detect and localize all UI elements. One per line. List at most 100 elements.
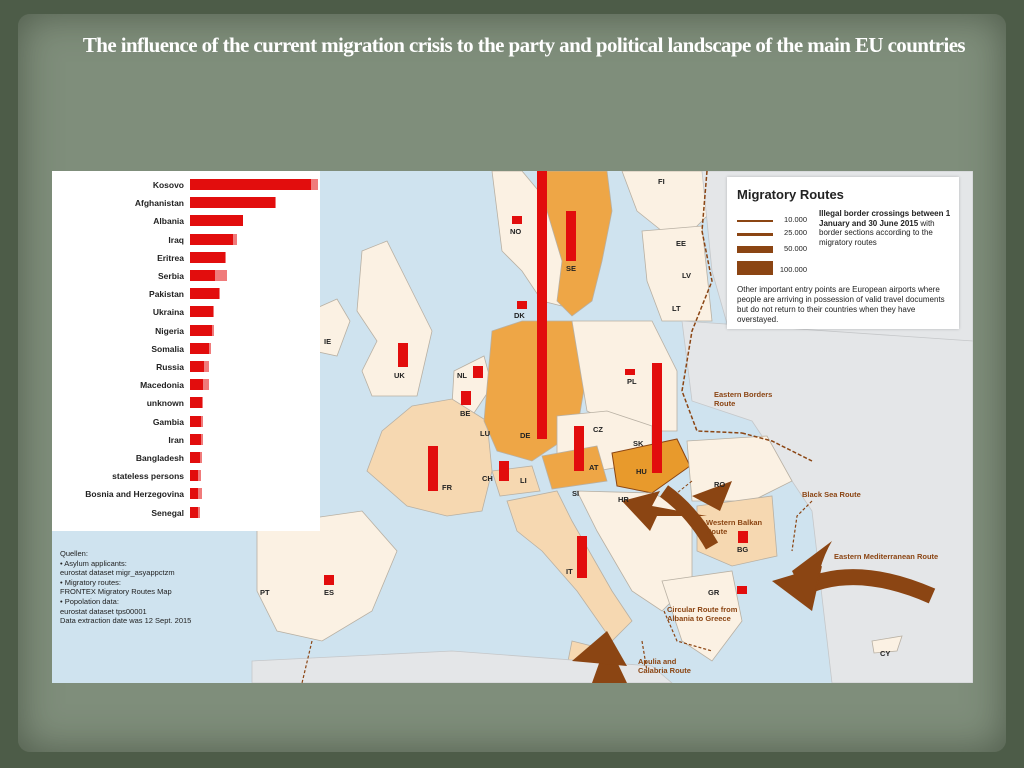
- bar-extra: [233, 233, 238, 245]
- bar: [190, 179, 311, 190]
- bar: [190, 488, 199, 500]
- country-label: BG: [737, 545, 749, 554]
- country-label: CY: [880, 649, 891, 658]
- bar: [190, 251, 226, 263]
- country-label: HR: [618, 495, 629, 504]
- country-label: EE: [676, 239, 687, 248]
- country-label: NO: [510, 227, 522, 236]
- bar-category-label: unknown: [146, 398, 184, 409]
- bar-category-label: Bosnia and Herzegovina: [85, 489, 184, 500]
- bar: [190, 379, 204, 391]
- country-label: ES: [324, 588, 335, 597]
- source-line: • Migratory routes:: [60, 577, 121, 587]
- bar-category-label: Macedonia: [140, 380, 184, 391]
- bar: [190, 342, 210, 354]
- bar-category-label: Afghanistan: [134, 198, 184, 209]
- source-line: Data extraction date was 12 Sept. 2015: [60, 616, 192, 626]
- country-label: FI: [658, 177, 665, 186]
- legend-title: Migratory Routes: [737, 187, 844, 202]
- bar-extra: [212, 306, 215, 318]
- bar: [190, 452, 200, 463]
- bar: [190, 397, 203, 409]
- country-label: PL: [627, 377, 637, 386]
- bar-extra: [209, 342, 211, 354]
- bar-extra: [218, 288, 221, 300]
- source-line: • Asylum applicants:: [60, 558, 127, 568]
- bar: [190, 506, 199, 518]
- route-label: Circular Route from Albania to Greece: [667, 605, 738, 623]
- bar: [190, 433, 201, 445]
- bar: [190, 324, 212, 336]
- bar: [190, 288, 219, 300]
- country-label: DK: [514, 311, 525, 320]
- source-line: • Popolation data:: [60, 596, 119, 606]
- bar-extra: [202, 397, 204, 409]
- source-line: eurostat dataset migr_asyappctzm: [60, 568, 175, 578]
- bar: [190, 415, 201, 427]
- bar-category-label: Ukraina: [152, 307, 184, 318]
- route-label: Apulia and Calabria Route: [638, 657, 691, 675]
- bar-category-label: Somalia: [151, 343, 184, 354]
- bar-extra: [200, 433, 204, 445]
- country-label: GR: [708, 588, 720, 597]
- country-label: UK: [394, 371, 405, 380]
- legend-line-10000: [737, 220, 773, 222]
- bar: [190, 306, 213, 318]
- bar-extra: [198, 488, 203, 500]
- route-label: Eastern Borders Route: [714, 390, 773, 408]
- legend-value-10000: 10.000: [784, 215, 807, 224]
- map-legend: Migratory Routes 10.000 25.000 50.000 10…: [727, 177, 959, 329]
- country-label: PT: [260, 588, 270, 597]
- route-label: Black Sea Route: [802, 490, 861, 499]
- bar-extra: [198, 470, 201, 482]
- route-label: Eastern Mediterranean Route: [834, 552, 939, 561]
- bar-category-label: Bangladesh: [135, 453, 184, 463]
- bar-extra: [198, 506, 200, 518]
- legend-line-50000: [737, 246, 773, 253]
- legend-line-25000: [737, 233, 773, 236]
- country-label: IE: [324, 337, 332, 346]
- country-label: NL: [457, 371, 467, 380]
- legend-note: Other important entry points are Europea…: [737, 285, 945, 324]
- bar-category-label: Gambia: [152, 416, 184, 427]
- bar-category-label: Senegal: [151, 507, 184, 518]
- country-label: HU: [636, 467, 647, 476]
- bar-category-label: Nigeria: [155, 325, 184, 336]
- country-label: LI: [520, 476, 527, 485]
- asylum-bar-chart: Kosovo Afghanistan Albania Iraq Eritrea Serbi…: [52, 171, 320, 531]
- legend-line-100000: [737, 261, 773, 275]
- bar: [190, 233, 234, 245]
- bar: [190, 270, 216, 281]
- country-label: LU: [480, 429, 490, 438]
- legend-value-100000: 100.000: [779, 265, 807, 274]
- bar-extra: [215, 270, 228, 281]
- bar-extra: [310, 179, 318, 190]
- sources-note: Quellen: • Asylum applicants: eurostat da…: [60, 549, 260, 626]
- bar-extra: [211, 324, 215, 336]
- country-label: LV: [682, 271, 692, 280]
- bar-category-label: Albania: [153, 216, 184, 227]
- legend-description-text: with border sections according to the mi…: [819, 218, 935, 247]
- legend-value-50000: 50.000: [784, 244, 807, 253]
- bar-extra: [204, 361, 210, 372]
- source-line: Quellen:: [60, 549, 88, 558]
- bar-category-label: stateless persons: [112, 471, 184, 482]
- country-label: DE: [520, 431, 531, 440]
- bar: [190, 197, 275, 209]
- country-label: IT: [566, 567, 573, 576]
- country-label: CZ: [593, 425, 603, 434]
- legend-description: Illegal border crossings between 1 Janua…: [819, 209, 957, 247]
- slide-title: The influence of the current migration c…: [82, 33, 966, 57]
- bar-extra: [274, 197, 276, 209]
- bar-category-label: Serbia: [158, 271, 184, 281]
- country-label: SK: [633, 439, 644, 448]
- bar: [190, 215, 244, 227]
- country-label: CH: [482, 474, 493, 483]
- bar-extra: [203, 379, 210, 391]
- bar-category-label: Iran: [168, 434, 184, 445]
- legend-description-bold: Illegal border crossings between 1 Janua…: [819, 209, 951, 228]
- bar-category-label: Eritrea: [157, 252, 184, 263]
- source-line: eurostat dataset tps00001: [60, 606, 147, 616]
- route-label: Western Balkan Route: [706, 518, 763, 536]
- bar: [190, 470, 199, 482]
